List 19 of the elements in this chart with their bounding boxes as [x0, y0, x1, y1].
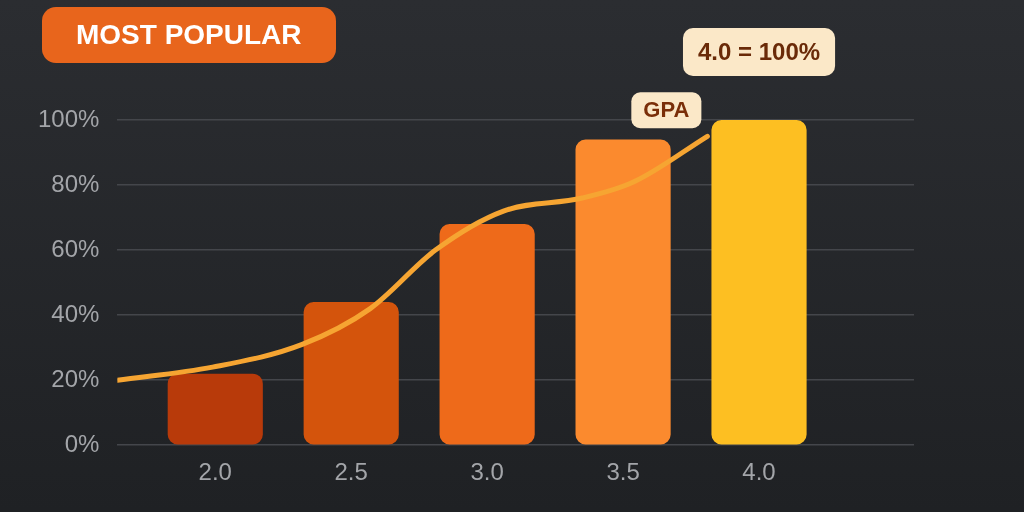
x-tick-label: 3.5 — [606, 458, 640, 486]
x-tick-label: 2.0 — [198, 458, 232, 486]
bar — [711, 120, 807, 445]
annotation: 4.0 = 100% — [697, 37, 821, 65]
y-tick-label: 60% — [51, 234, 100, 262]
y-tick-label: 100% — [37, 104, 100, 132]
bar — [167, 373, 263, 445]
y-tick-label: 0% — [64, 429, 100, 457]
bar — [439, 224, 535, 445]
y-tick-label: 20% — [51, 364, 100, 392]
series-label: GPA — [643, 97, 690, 123]
bar — [575, 139, 671, 445]
y-tick-label: 80% — [51, 169, 100, 197]
chart-title: MOST POPULAR — [42, 7, 336, 63]
x-tick-label: 3.0 — [470, 458, 504, 486]
x-tick-label: 4.0 — [742, 458, 776, 486]
x-tick-label: 2.5 — [334, 458, 368, 486]
y-tick-label: 40% — [51, 299, 100, 327]
bar — [303, 302, 399, 445]
